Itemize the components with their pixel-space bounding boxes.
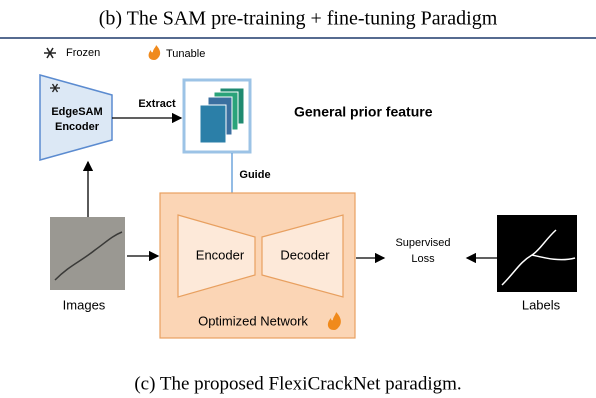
labels-label: Labels <box>522 297 561 312</box>
legend-frozen: Frozen <box>66 47 100 59</box>
flame-icon <box>148 45 161 60</box>
decoder-label: Decoder <box>280 247 330 262</box>
decoder-block <box>261 214 344 298</box>
prior-feature-label: General prior feature <box>294 104 433 120</box>
snowflake-icon <box>50 83 60 93</box>
loss-label: Loss <box>411 253 435 265</box>
feature-maps <box>199 87 245 144</box>
legend-tunable: Tunable <box>166 48 205 60</box>
loss-label: Supervised <box>395 237 450 249</box>
caption: (c) The proposed FlexiCrackNet paradigm. <box>134 373 461 394</box>
label-image <box>497 215 577 292</box>
encoder-block <box>177 214 256 298</box>
crack-line <box>54 231 123 281</box>
edgesam-label: EdgeSAM <box>51 106 102 118</box>
crack-image <box>50 217 125 290</box>
encoder-label: Encoder <box>196 247 245 262</box>
flame-icon <box>327 312 341 330</box>
edge-label: Extract <box>138 98 176 110</box>
label-crack <box>501 229 576 286</box>
snowflake-icon <box>44 47 56 59</box>
edge-label: Guide <box>239 169 270 181</box>
previous-caption: (b) The SAM pre-training + fine-tuning P… <box>99 8 498 30</box>
edgesam-label: Encoder <box>55 121 100 133</box>
images-label: Images <box>63 297 106 312</box>
edgesam-encoder <box>39 74 113 161</box>
network-label: Optimized Network <box>198 313 308 328</box>
